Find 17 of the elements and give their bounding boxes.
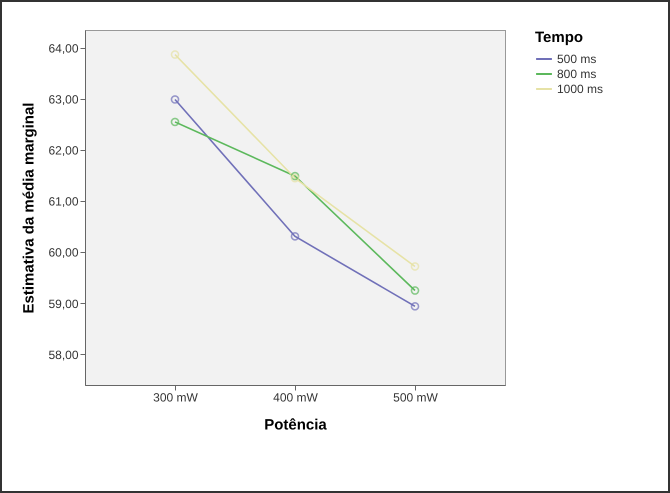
y-tick-label: 59,00: [48, 296, 79, 311]
legend-label: 1000 ms: [557, 82, 604, 96]
legend-title: Tempo: [535, 29, 584, 46]
legend-label: 800 ms: [557, 67, 596, 81]
legend-label: 500 ms: [557, 52, 596, 66]
y-tick-label: 60,00: [48, 246, 79, 260]
x-tick-label: 300 mW: [153, 390, 199, 404]
x-tick-label: 500 mW: [393, 390, 439, 404]
point: [290, 232, 300, 241]
x-axis-title: Potência: [264, 416, 328, 434]
y-tick-label: 64,00: [48, 41, 79, 56]
x-tick-label: 400 mW: [273, 390, 319, 404]
y-tick-label: 62,00: [48, 144, 79, 158]
y-tick-label: 61,00: [48, 194, 79, 209]
y-tick-label: 63,00: [48, 92, 79, 106]
y-axis-title: Estimativa da média marginal: [20, 102, 38, 314]
y-tick-label: 58,00: [48, 348, 79, 362]
